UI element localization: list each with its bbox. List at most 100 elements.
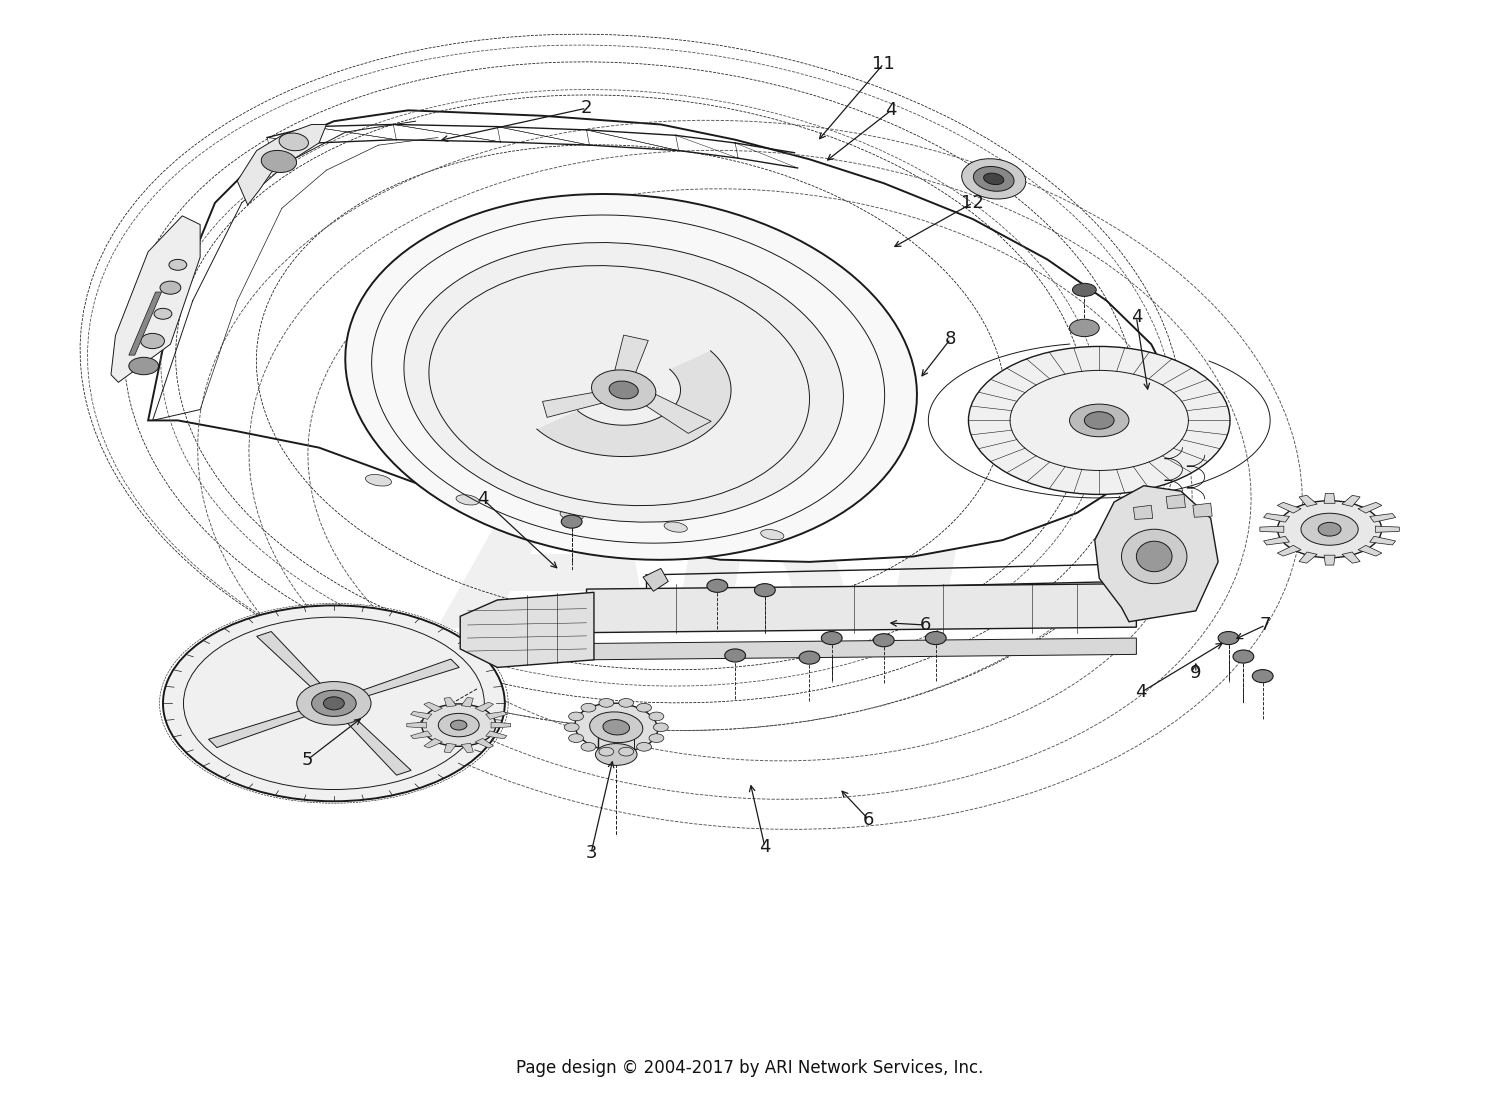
Ellipse shape	[636, 703, 651, 712]
Polygon shape	[1263, 537, 1290, 545]
Polygon shape	[354, 659, 459, 699]
Ellipse shape	[560, 510, 584, 520]
Text: 2: 2	[580, 99, 592, 117]
Polygon shape	[1260, 526, 1284, 532]
Ellipse shape	[760, 530, 784, 540]
Polygon shape	[411, 712, 432, 720]
Text: 9: 9	[1190, 663, 1202, 682]
Ellipse shape	[650, 712, 664, 721]
Polygon shape	[460, 698, 474, 706]
Text: ARI: ARI	[454, 415, 987, 687]
Ellipse shape	[561, 515, 582, 528]
Polygon shape	[256, 631, 326, 692]
Polygon shape	[424, 738, 442, 748]
Polygon shape	[1370, 514, 1395, 522]
Text: 4: 4	[1136, 683, 1146, 702]
Ellipse shape	[664, 522, 687, 532]
Polygon shape	[1278, 545, 1300, 557]
Ellipse shape	[636, 743, 651, 752]
Ellipse shape	[598, 699, 613, 707]
Text: 5: 5	[302, 750, 313, 769]
Ellipse shape	[580, 743, 596, 752]
Ellipse shape	[154, 309, 172, 320]
Ellipse shape	[564, 723, 579, 732]
Polygon shape	[444, 698, 456, 706]
Ellipse shape	[822, 631, 842, 645]
Ellipse shape	[312, 690, 356, 716]
Ellipse shape	[1218, 631, 1239, 645]
Ellipse shape	[706, 580, 728, 593]
Ellipse shape	[164, 605, 506, 801]
Ellipse shape	[873, 634, 894, 647]
Ellipse shape	[568, 734, 584, 743]
Text: Page design © 2004-2017 by ARI Network Services, Inc.: Page design © 2004-2017 by ARI Network S…	[516, 1059, 984, 1077]
Polygon shape	[586, 638, 1137, 660]
Text: 8: 8	[945, 329, 957, 348]
Ellipse shape	[618, 747, 633, 756]
Ellipse shape	[324, 696, 345, 710]
Text: 4: 4	[477, 489, 489, 508]
Ellipse shape	[1072, 283, 1096, 296]
Ellipse shape	[591, 370, 656, 410]
Ellipse shape	[984, 173, 1004, 185]
Polygon shape	[1166, 495, 1185, 508]
Ellipse shape	[1278, 500, 1382, 558]
Ellipse shape	[170, 259, 188, 270]
Polygon shape	[614, 335, 648, 377]
Ellipse shape	[1070, 320, 1100, 336]
Ellipse shape	[962, 159, 1026, 199]
Polygon shape	[1134, 506, 1152, 519]
Polygon shape	[1299, 552, 1317, 563]
Text: 4: 4	[885, 101, 897, 119]
Polygon shape	[490, 722, 510, 728]
Polygon shape	[586, 584, 1137, 633]
Ellipse shape	[141, 334, 165, 348]
Polygon shape	[424, 702, 442, 712]
Text: 6: 6	[920, 616, 932, 634]
Polygon shape	[209, 709, 314, 747]
Polygon shape	[411, 731, 432, 738]
Ellipse shape	[129, 357, 159, 375]
Ellipse shape	[609, 381, 639, 399]
Ellipse shape	[261, 150, 297, 173]
Polygon shape	[1342, 495, 1360, 507]
Ellipse shape	[1233, 650, 1254, 663]
Ellipse shape	[603, 720, 630, 735]
Polygon shape	[640, 392, 711, 433]
Polygon shape	[406, 722, 426, 728]
Polygon shape	[486, 712, 507, 720]
Ellipse shape	[1084, 412, 1114, 429]
Polygon shape	[1278, 503, 1300, 514]
Ellipse shape	[450, 721, 466, 730]
Text: 4: 4	[1131, 309, 1142, 326]
Ellipse shape	[422, 704, 497, 746]
Ellipse shape	[1137, 541, 1172, 572]
Polygon shape	[1192, 504, 1212, 517]
Ellipse shape	[279, 133, 309, 151]
Ellipse shape	[724, 649, 746, 662]
Ellipse shape	[580, 703, 596, 712]
Text: 4: 4	[759, 838, 771, 856]
Polygon shape	[543, 392, 608, 418]
Ellipse shape	[590, 712, 644, 743]
Ellipse shape	[438, 713, 479, 737]
Polygon shape	[644, 569, 669, 592]
Ellipse shape	[160, 281, 182, 294]
Polygon shape	[486, 731, 507, 738]
Polygon shape	[1358, 545, 1382, 557]
Ellipse shape	[654, 723, 669, 732]
Ellipse shape	[568, 712, 584, 721]
Text: 12: 12	[962, 194, 984, 212]
Polygon shape	[444, 743, 456, 753]
Ellipse shape	[404, 242, 843, 522]
Polygon shape	[1095, 486, 1218, 622]
Ellipse shape	[456, 495, 478, 505]
Polygon shape	[1342, 552, 1360, 563]
Polygon shape	[460, 743, 474, 753]
Ellipse shape	[345, 194, 916, 560]
Ellipse shape	[926, 631, 946, 645]
Polygon shape	[111, 216, 200, 382]
Ellipse shape	[618, 699, 633, 707]
Ellipse shape	[1122, 529, 1186, 584]
Ellipse shape	[1300, 514, 1358, 545]
